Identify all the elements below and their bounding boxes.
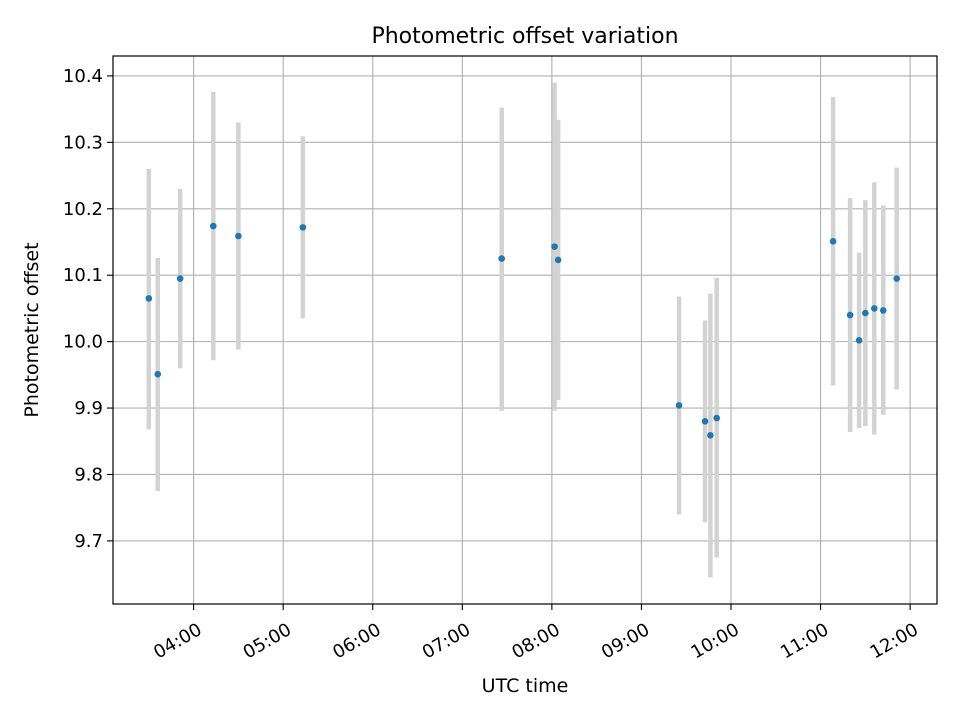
y-tick-label: 9.7 [74, 531, 103, 552]
grid-lines [113, 56, 937, 604]
y-tick-label: 10.2 [63, 199, 103, 220]
data-points [145, 222, 900, 439]
y-axis-label: Photometric offset [21, 242, 43, 417]
y-tick-label: 10.3 [63, 132, 103, 153]
data-point [855, 336, 863, 344]
data-point [846, 311, 854, 319]
data-point [498, 255, 506, 262]
x-axis-label: UTC time [482, 675, 569, 697]
y-axis-ticks: 9.7 9.8 9.9 10.0 10.1 10.2 10.3 10.4 [63, 66, 113, 552]
y-tick-label: 10.0 [63, 332, 103, 353]
data-point [707, 431, 714, 439]
data-point [893, 275, 900, 282]
data-point [299, 224, 307, 231]
data-point [701, 418, 709, 425]
data-point [554, 256, 562, 264]
data-point [154, 370, 162, 378]
data-point [879, 307, 887, 314]
data-point [829, 238, 837, 245]
data-point [235, 232, 242, 240]
y-tick-label: 10.4 [63, 66, 103, 87]
chart-title: Photometric offset variation [371, 24, 678, 49]
data-point [145, 295, 153, 302]
data-point [176, 275, 184, 282]
data-point [210, 222, 217, 230]
y-tick-label: 10.1 [63, 265, 103, 286]
data-point [862, 309, 869, 317]
plot-frame [112, 55, 938, 605]
y-tick-label: 9.8 [74, 464, 103, 485]
data-point [675, 402, 683, 409]
data-point [551, 243, 558, 250]
data-point [713, 414, 720, 422]
y-tick-label: 9.9 [74, 398, 103, 419]
data-point [871, 305, 878, 312]
